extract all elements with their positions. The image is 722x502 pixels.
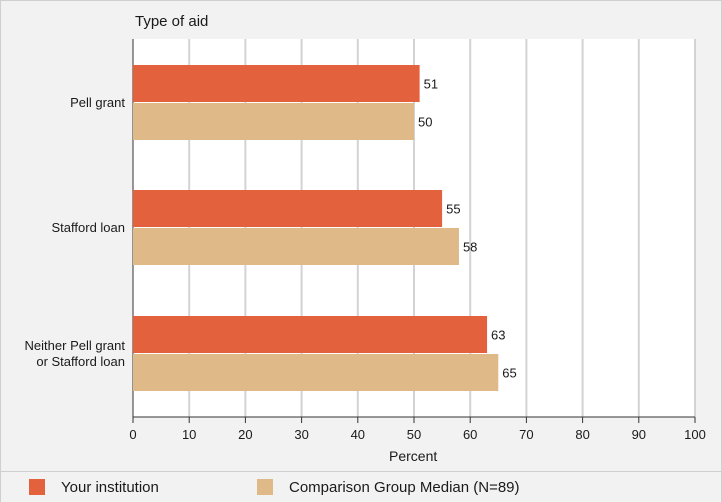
legend-swatch-your-institution xyxy=(29,479,45,495)
legend-label-your-institution: Your institution xyxy=(61,479,159,496)
data-label-series-0-2: 63 xyxy=(491,328,505,343)
data-label-series-0-0: 51 xyxy=(424,77,438,92)
bar-series-0-2 xyxy=(133,316,488,353)
legend-swatch-comparison-group xyxy=(257,479,273,495)
bar-series-1-1 xyxy=(133,228,459,265)
y-axis-title: Type of aid xyxy=(135,13,209,30)
category-label-0-0: Pell grant xyxy=(70,94,125,110)
x-axis-title: Percent xyxy=(389,448,438,464)
tick-label-x-40: 40 xyxy=(351,427,365,442)
tick-label-x-70: 70 xyxy=(519,427,533,442)
data-label-series-1-1: 58 xyxy=(463,240,477,255)
legend: Your institution Comparison Group Median… xyxy=(1,471,721,502)
tick-label-x-60: 60 xyxy=(463,427,477,442)
tick-label-x-50: 50 xyxy=(407,427,421,442)
chart-plot: 0 10 20 30 40 50 60 70 80 90 100 51 55 63 50 58 65 xyxy=(129,39,706,442)
bar-series-1-0 xyxy=(133,103,414,140)
bar-series-1-2 xyxy=(133,354,499,391)
legend-label-comparison-group: Comparison Group Median (N=89) xyxy=(289,479,520,496)
bar-series-0-0 xyxy=(133,65,420,102)
tick-label-x-30: 30 xyxy=(294,427,308,442)
data-label-series-0-1: 55 xyxy=(446,202,460,217)
data-label-series-1-0: 50 xyxy=(418,115,432,130)
tick-label-x-20: 20 xyxy=(238,427,252,442)
category-label-2-1: or Stafford loan xyxy=(36,353,125,369)
tick-label-x-0: 0 xyxy=(129,427,136,442)
category-label-2-0: Neither Pell grant xyxy=(24,337,125,353)
tick-label-x-100: 100 xyxy=(684,427,706,442)
tick-label-x-10: 10 xyxy=(182,427,196,442)
tick-label-x-80: 80 xyxy=(575,427,589,442)
tick-label-x-90: 90 xyxy=(632,427,646,442)
category-label-1-0: Stafford loan xyxy=(51,219,125,235)
bar-series-0-1 xyxy=(133,190,443,227)
data-label-series-1-2: 65 xyxy=(502,366,516,381)
